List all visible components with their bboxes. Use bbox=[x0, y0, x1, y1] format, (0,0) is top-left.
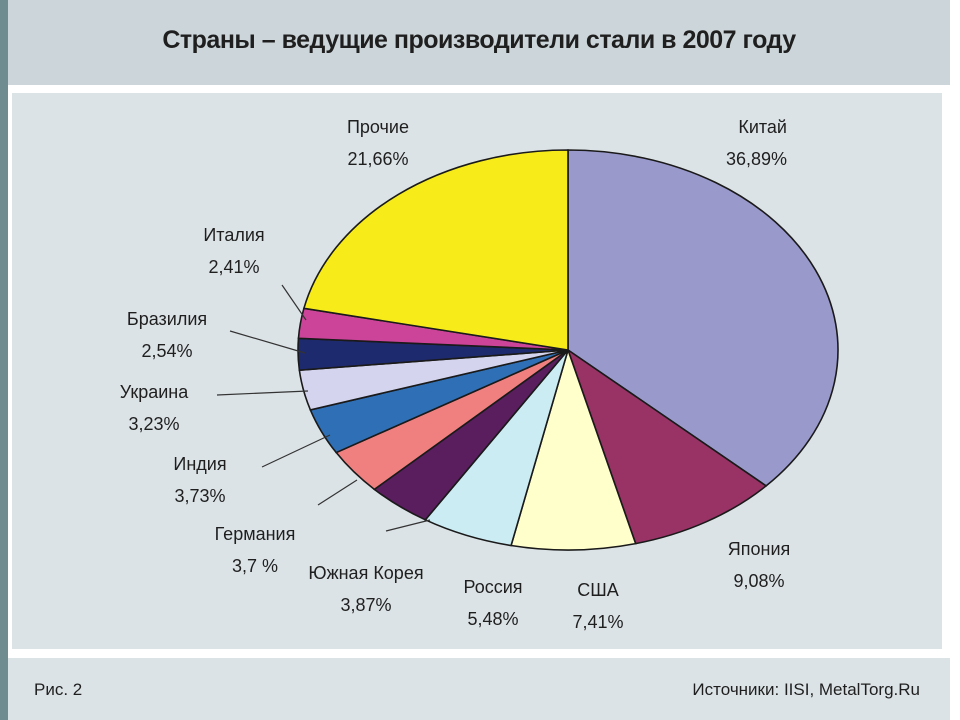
slice-value-label-6: 3,7 % bbox=[232, 556, 278, 576]
slice-label-8: Украина bbox=[120, 382, 190, 402]
footer-band: Рис. 2 Источники: IISI, MetalTorg.Ru bbox=[8, 658, 950, 720]
pie-slice-3 bbox=[510, 347, 637, 551]
slice-value-label-1: 36,89% bbox=[726, 149, 787, 169]
slice-value-label-10: 2,41% bbox=[208, 257, 259, 277]
slice-value-label-4: 5,48% bbox=[467, 609, 518, 629]
leader-line-7 bbox=[261, 434, 331, 468]
pie-slice-2 bbox=[566, 347, 768, 545]
slice-value-label-3: 7,41% bbox=[572, 612, 623, 632]
slice-value-label-2: 9,08% bbox=[733, 571, 784, 591]
slice-label-4: Россия bbox=[463, 577, 522, 597]
slice-label-11: Прочие bbox=[347, 117, 409, 137]
slice-label-9: Бразилия bbox=[127, 309, 207, 329]
leader-lines bbox=[216, 284, 431, 532]
leader-line-9 bbox=[229, 330, 306, 354]
pie-slice-1 bbox=[567, 149, 839, 487]
slice-value-label-11: 21,66% bbox=[347, 149, 408, 169]
chart-panel: Китай 36,89% Япония 9,08% США 7,41% Россия 5,48… bbox=[8, 93, 950, 653]
slice-label-5: Южная Корея bbox=[308, 563, 423, 583]
leader-line-8 bbox=[216, 390, 309, 396]
slice-value-label-8: 3,23% bbox=[128, 414, 179, 434]
slice-value-label-9: 2,54% bbox=[141, 341, 192, 361]
slice-value-label-7: 3,73% bbox=[174, 486, 225, 506]
slice-label-3: США bbox=[577, 580, 619, 600]
figure-caption: Рис. 2 bbox=[34, 680, 83, 699]
slice-label-2: Япония bbox=[728, 539, 791, 559]
leader-line-5 bbox=[385, 519, 431, 532]
slice-label-6: Германия bbox=[215, 524, 296, 544]
accent-bar bbox=[0, 0, 8, 720]
title-divider bbox=[8, 85, 950, 93]
leader-line-10 bbox=[281, 284, 307, 321]
chart-area: Китай 36,89% Япония 9,08% США 7,41% Россия 5,48… bbox=[12, 93, 942, 649]
slice-label-1: Китай bbox=[738, 117, 787, 137]
chart-title: Страны – ведущие производители стали в 2… bbox=[162, 26, 796, 54]
title-band: Страны – ведущие производители стали в 2… bbox=[8, 0, 950, 85]
pie-slices bbox=[297, 149, 839, 551]
leader-line-6 bbox=[317, 479, 358, 506]
slice-labels: Китай 36,89% Япония 9,08% США 7,41% Россия 5,48… bbox=[120, 117, 791, 632]
pie-chart: Китай 36,89% Япония 9,08% США 7,41% Россия 5,48… bbox=[120, 117, 839, 632]
source-note: Источники: IISI, MetalTorg.Ru bbox=[692, 680, 920, 699]
slice-value-label-5: 3,87% bbox=[340, 595, 391, 615]
pie-slice-11 bbox=[302, 149, 569, 351]
slice-label-7: Индия bbox=[173, 454, 226, 474]
slice-label-10: Италия bbox=[203, 225, 264, 245]
